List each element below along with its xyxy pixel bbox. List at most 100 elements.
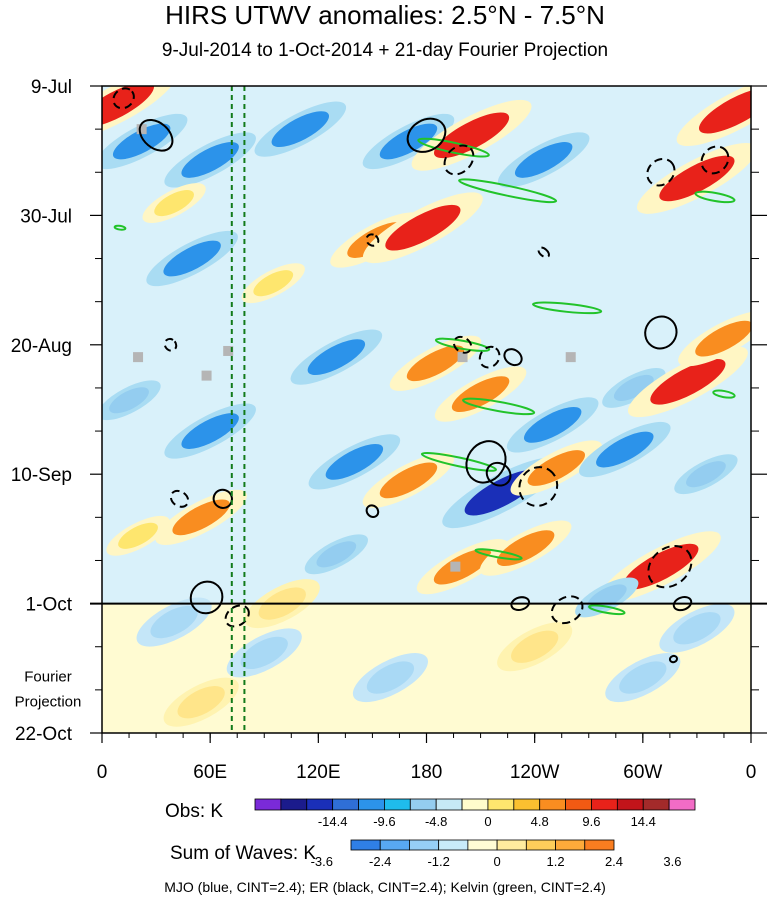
kelvin-contour	[420, 451, 497, 472]
projection-label: Fourier	[24, 669, 72, 686]
obs-colorbar-tick-label: 0	[484, 814, 491, 829]
obs-colorbar-tick-label: 9.6	[582, 814, 600, 829]
obs-colorbar-tick-label: -9.6	[373, 814, 395, 829]
obs-colorbar-swatch	[565, 798, 592, 811]
anomaly-band	[433, 548, 492, 585]
waves-colorbar-swatch	[584, 839, 615, 851]
waves-colorbar-tick-label: -2.4	[369, 854, 391, 869]
anomaly-band	[240, 636, 288, 670]
er-contour-positive	[189, 580, 224, 615]
missing-data-cell	[457, 352, 468, 363]
er-contour-negative	[550, 595, 584, 625]
waves-colorbar-swatch	[467, 839, 498, 851]
anomaly-band	[695, 320, 751, 357]
anomaly-band	[177, 686, 225, 719]
waves-colorbar-tick-label: 0	[493, 854, 500, 869]
er-contour-negative	[443, 144, 475, 176]
anomaly-band	[163, 240, 221, 277]
anomaly-band	[673, 612, 721, 645]
waves-colorbar-swatch	[350, 839, 381, 851]
er-contour-negative	[646, 158, 676, 187]
anomaly-band	[659, 155, 735, 202]
missing-data-cell	[450, 561, 461, 572]
legend-footnote: MJO (blue, CINT=2.4); ER (black, CINT=2.…	[164, 879, 606, 895]
anomaly-band	[686, 461, 726, 488]
er-contour-positive	[138, 118, 174, 152]
obs-colorbar-swatch	[487, 798, 515, 811]
obs-colorbar-swatch	[358, 798, 385, 811]
y-tick-label: 1-Oct	[26, 595, 73, 616]
anomaly-band	[307, 339, 366, 376]
x-tick-label: 120W	[510, 762, 560, 783]
anomaly-band	[112, 123, 171, 160]
obs-colorbar-swatch	[384, 798, 411, 811]
kelvin-contour	[462, 397, 536, 416]
anomaly-band	[433, 112, 510, 159]
kelvin-contour	[712, 389, 736, 399]
anomaly-band	[523, 407, 582, 443]
er-contour-positive	[503, 348, 523, 367]
anomaly-band	[596, 431, 654, 468]
anomaly-band	[109, 387, 149, 414]
kelvin-contour	[474, 548, 523, 561]
y-tick-label: 10-Sep	[11, 465, 72, 486]
kelvin-contour	[417, 137, 490, 158]
waves-colorbar-swatch	[555, 839, 586, 851]
waves-colorbar-swatch	[379, 839, 410, 851]
obs-colorbar-tick-label: -4.8	[425, 814, 447, 829]
chart-title: HIRS UTWV anomalies: 2.5°N - 7.5°N	[165, 0, 605, 30]
y-tick-label: 30-Jul	[20, 206, 72, 227]
er-contour-negative	[518, 466, 559, 507]
er-contour-negative	[700, 145, 730, 175]
anomaly-band	[271, 111, 330, 148]
anomaly-band	[379, 462, 438, 499]
anomaly-band	[527, 450, 586, 486]
y-tick-label: 9-Jul	[31, 77, 72, 98]
projection-label: Projection	[15, 694, 82, 711]
er-contour-positive	[644, 315, 678, 350]
missing-data-cell	[136, 124, 147, 135]
x-tick-label: 120E	[296, 762, 340, 783]
obs-colorbar-swatch	[668, 798, 696, 811]
er-contour-negative	[163, 337, 178, 352]
er-contour-positive	[365, 504, 380, 518]
kelvin-contour	[434, 337, 491, 352]
obs-colorbar-tick-label: 4.8	[531, 814, 549, 829]
anomaly-band	[514, 142, 573, 178]
er-contour-negative	[537, 246, 550, 259]
obs-colorbar-swatch	[280, 798, 308, 811]
obs-colorbar-swatch	[435, 798, 463, 811]
anomaly-band	[316, 541, 357, 568]
waves-colorbar-tick-label: -3.6	[311, 854, 333, 869]
anomaly-band	[613, 374, 654, 401]
x-tick-label: 60E	[193, 762, 227, 783]
anomaly-band	[366, 661, 415, 694]
er-contour-negative	[224, 604, 250, 628]
anomaly-band	[172, 499, 230, 536]
anomaly-band	[325, 443, 384, 480]
waves-colorbar-tick-label: 3.6	[663, 854, 681, 869]
obs-colorbar-swatch	[513, 798, 541, 811]
obs-colorbar-label: Obs: K	[165, 801, 224, 822]
obs-colorbar-swatch	[591, 798, 618, 811]
waves-colorbar-label: Sum of Waves: K	[170, 843, 317, 864]
kelvin-contour	[458, 178, 558, 204]
waves-colorbar-swatch	[438, 839, 469, 851]
anomaly-band	[253, 270, 294, 297]
x-tick-label: 180	[411, 762, 443, 783]
er-contour-positive	[485, 461, 512, 487]
chart-subtitle: 9-Jul-2014 to 1-Oct-2014 + 21-day Fourie…	[161, 40, 609, 61]
obs-colorbar-swatch	[254, 798, 282, 811]
er-contour-positive	[465, 440, 507, 484]
waves-colorbar-swatch	[409, 839, 440, 851]
obs-colorbar-swatch	[642, 798, 670, 811]
waves-colorbar-swatch	[525, 839, 556, 851]
obs-colorbar-swatch	[332, 798, 359, 811]
missing-data-cell	[223, 345, 234, 356]
x-tick-label: 60W	[623, 762, 662, 783]
x-tick-label: 0	[97, 762, 108, 783]
obs-colorbar-swatch	[461, 798, 489, 811]
er-contour-positive	[668, 654, 679, 664]
anomaly-band	[118, 522, 158, 549]
